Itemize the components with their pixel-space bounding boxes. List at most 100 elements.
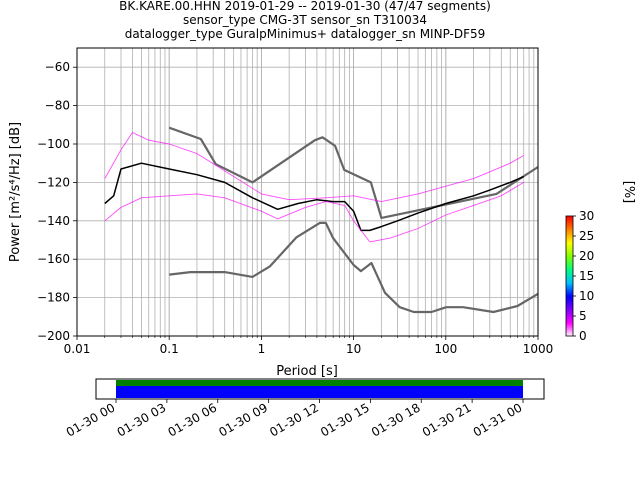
colorbar-segment — [566, 248, 573, 251]
y-tick-label: −80 — [45, 99, 70, 113]
colorbar-segment — [566, 320, 573, 323]
colorbar-segment — [566, 268, 573, 271]
y-axis-label: Power [m²/s⁴/Hz] [dB] — [8, 122, 23, 262]
colorbar-segment — [566, 304, 573, 307]
colorbar-segment — [566, 298, 573, 301]
colorbar-segment — [566, 256, 573, 259]
colorbar-segment — [566, 286, 573, 289]
colorbar-segment — [566, 318, 573, 321]
colorbar-segment — [566, 218, 573, 221]
timeline-tick-label: 01-30 00 — [64, 400, 118, 439]
y-tick-label: −140 — [37, 214, 70, 228]
colorbar-ticks: 0 5 10 15 20 25 30 — [573, 209, 594, 343]
curves — [104, 126, 539, 314]
colorbar-segment — [566, 328, 573, 331]
colorbar-segment — [566, 262, 573, 265]
psd-plot: 0.01 0.1 1 10 100 1000 −200 −180 −160 −140 −120 −1… — [8, 47, 554, 379]
colorbar-segment — [566, 332, 573, 335]
chart-title: BK.KARE.00.HHN 2019-01-29 -- 2019-01-30 … — [119, 0, 491, 41]
x-tick-label: 1000 — [523, 342, 554, 356]
colorbar-tick-label: 20 — [579, 249, 594, 263]
psd-used-bar — [116, 380, 523, 386]
colorbar-segment — [566, 238, 573, 241]
colorbar-segment — [566, 240, 573, 243]
x-axis-label: Period [s] — [276, 364, 338, 379]
y-tick-label: −60 — [45, 60, 70, 74]
timeline-tick-label: 01-30 15 — [318, 400, 372, 439]
colorbar-segment — [566, 292, 573, 295]
colorbar-segment — [566, 322, 573, 325]
colorbar-segment — [566, 284, 573, 287]
colorbar-segment — [566, 222, 573, 225]
colorbar-segment — [566, 274, 573, 277]
x-tick-label: 0.01 — [64, 342, 91, 356]
x-tick-label: 100 — [434, 342, 457, 356]
series-line — [104, 162, 524, 232]
colorbar-segment — [566, 308, 573, 311]
colorbar-segment — [566, 266, 573, 269]
colorbar-segment — [566, 230, 573, 233]
title-line-2: sensor_type CMG-3T sensor_sn T310034 — [183, 13, 427, 27]
series-line — [168, 126, 539, 219]
title-line-1: BK.KARE.00.HHN 2019-01-29 -- 2019-01-30 … — [119, 0, 491, 13]
coverage-bar — [116, 386, 523, 398]
colorbar-segment — [566, 330, 573, 333]
colorbar-segment — [566, 260, 573, 263]
colorbar-gradient — [566, 216, 573, 337]
colorbar-segment — [566, 244, 573, 247]
colorbar-segment — [566, 334, 573, 337]
timeline-tick-label: 01-30 12 — [267, 400, 321, 439]
series-line — [104, 182, 524, 243]
colorbar-segment — [566, 250, 573, 253]
colorbar-segment — [566, 296, 573, 299]
series-line — [169, 221, 539, 314]
colorbar-segment — [566, 226, 573, 229]
timeline-tick-label: 01-30 09 — [216, 400, 270, 439]
colorbar-segment — [566, 246, 573, 249]
colorbar-segment — [566, 216, 573, 219]
colorbar-segment — [566, 232, 573, 235]
timeline-bars — [116, 380, 523, 398]
y-axis: −200 −180 −160 −140 −120 −100 −80 −60 — [37, 60, 77, 343]
timeline-tick-label: 01-31 00 — [471, 400, 525, 439]
y-tick-label: −160 — [37, 252, 70, 266]
y-tick-label: −100 — [37, 137, 70, 151]
y-tick-label: −120 — [37, 175, 70, 189]
colorbar-segment — [566, 242, 573, 245]
colorbar-segment — [566, 252, 573, 255]
colorbar-segment — [566, 300, 573, 303]
series-line — [104, 132, 524, 203]
colorbar-segment — [566, 306, 573, 309]
title-line-3: datalogger_type GuralpMinimus+ datalogge… — [125, 27, 486, 41]
timeline-tick-label: 01-30 21 — [420, 400, 474, 439]
timeline-tick-label: 01-30 03 — [115, 400, 169, 439]
plot-area — [77, 48, 538, 336]
x-tick-label: 10 — [346, 342, 361, 356]
colorbar-segment — [566, 228, 573, 231]
colorbar: 0 5 10 15 20 25 30 [%] — [565, 181, 636, 343]
colorbar-segment — [566, 278, 573, 281]
colorbar-segment — [566, 220, 573, 223]
colorbar-tick-label: 10 — [579, 289, 594, 303]
colorbar-tick-label: 25 — [579, 229, 594, 243]
colorbar-segment — [566, 276, 573, 279]
colorbar-tick-label: 15 — [579, 269, 594, 283]
colorbar-label: [%] — [621, 181, 636, 204]
x-tick-label: 1 — [258, 342, 266, 356]
colorbar-segment — [566, 302, 573, 305]
y-tick-label: −200 — [37, 329, 70, 343]
colorbar-segment — [566, 288, 573, 291]
colorbar-segment — [566, 258, 573, 261]
colorbar-segment — [566, 236, 573, 239]
colorbar-segment — [566, 270, 573, 273]
colorbar-segment — [566, 290, 573, 293]
colorbar-segment — [566, 264, 573, 267]
colorbar-segment — [566, 326, 573, 329]
colorbar-segment — [566, 310, 573, 313]
colorbar-segment — [566, 272, 573, 275]
colorbar-segment — [566, 254, 573, 257]
colorbar-segment — [566, 224, 573, 227]
